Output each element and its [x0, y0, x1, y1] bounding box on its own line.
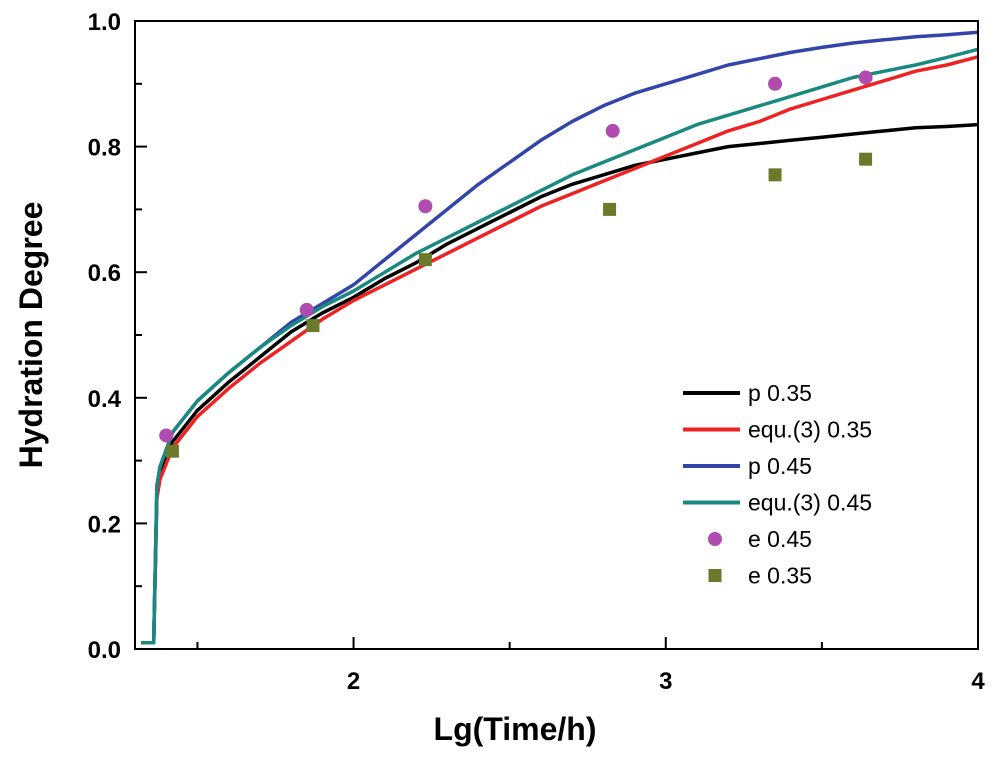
legend-swatch-e-0-45 — [708, 532, 722, 546]
data-point-e-0-45 — [605, 123, 620, 138]
data-point-e-0-35 — [165, 444, 179, 458]
x-tick-label: 2 — [347, 668, 360, 695]
series-line-equ-3-0-35 — [141, 55, 979, 645]
data-point-e-0-45 — [858, 70, 873, 85]
data-point-e-0-45 — [418, 199, 433, 214]
y-tick-label: 0.4 — [88, 386, 122, 413]
legend-label-e-0-35: e 0.35 — [748, 563, 812, 589]
data-point-e-0-35 — [306, 319, 320, 333]
legend: p 0.35 equ.(3) 0.35 p 0.45 equ.(3) 0.45 e 0.… — [683, 380, 872, 589]
data-point-e-0-45 — [159, 428, 174, 443]
data-series — [141, 30, 979, 645]
data-point-e-0-45 — [299, 302, 314, 317]
legend-swatch-e-0-35 — [708, 569, 722, 582]
legend-label-e-0-45: e 0.45 — [748, 526, 812, 552]
legend-label-equ-3-0-45: equ.(3) 0.45 — [748, 490, 872, 516]
series-line-p-0-45 — [141, 30, 979, 645]
series-line-p-0-35 — [141, 122, 979, 645]
series-line-equ-3-0-45 — [141, 47, 979, 645]
plot-frame — [134, 20, 979, 650]
x-axis-title: Lg(Time/h) — [434, 711, 597, 747]
y-tick-label: 0.8 — [88, 135, 121, 162]
tick-labels: 2 3 4 0.0 0.2 0.4 0.6 0.8 1.0 — [88, 9, 986, 695]
data-point-e-0-45 — [768, 76, 783, 91]
legend-label-equ-3-0-35: equ.(3) 0.35 — [748, 417, 872, 443]
y-tick-label: 1.0 — [88, 9, 121, 36]
x-tick-label: 4 — [971, 668, 985, 695]
data-point-e-0-35 — [418, 253, 432, 267]
y-axis-title: Hydration Degree — [13, 202, 49, 469]
x-tick-label: 3 — [659, 668, 672, 695]
y-tick-label: 0.2 — [88, 511, 121, 538]
y-tick-label: 0.0 — [88, 637, 121, 664]
data-point-e-0-35 — [603, 202, 617, 216]
data-point-e-0-35 — [859, 152, 873, 166]
axis-ticks — [135, 20, 979, 650]
legend-label-p-0-35: p 0.35 — [748, 380, 812, 406]
data-point-e-0-35 — [768, 168, 782, 182]
legend-label-p-0-45: p 0.45 — [748, 453, 812, 479]
y-tick-label: 0.6 — [88, 260, 121, 287]
